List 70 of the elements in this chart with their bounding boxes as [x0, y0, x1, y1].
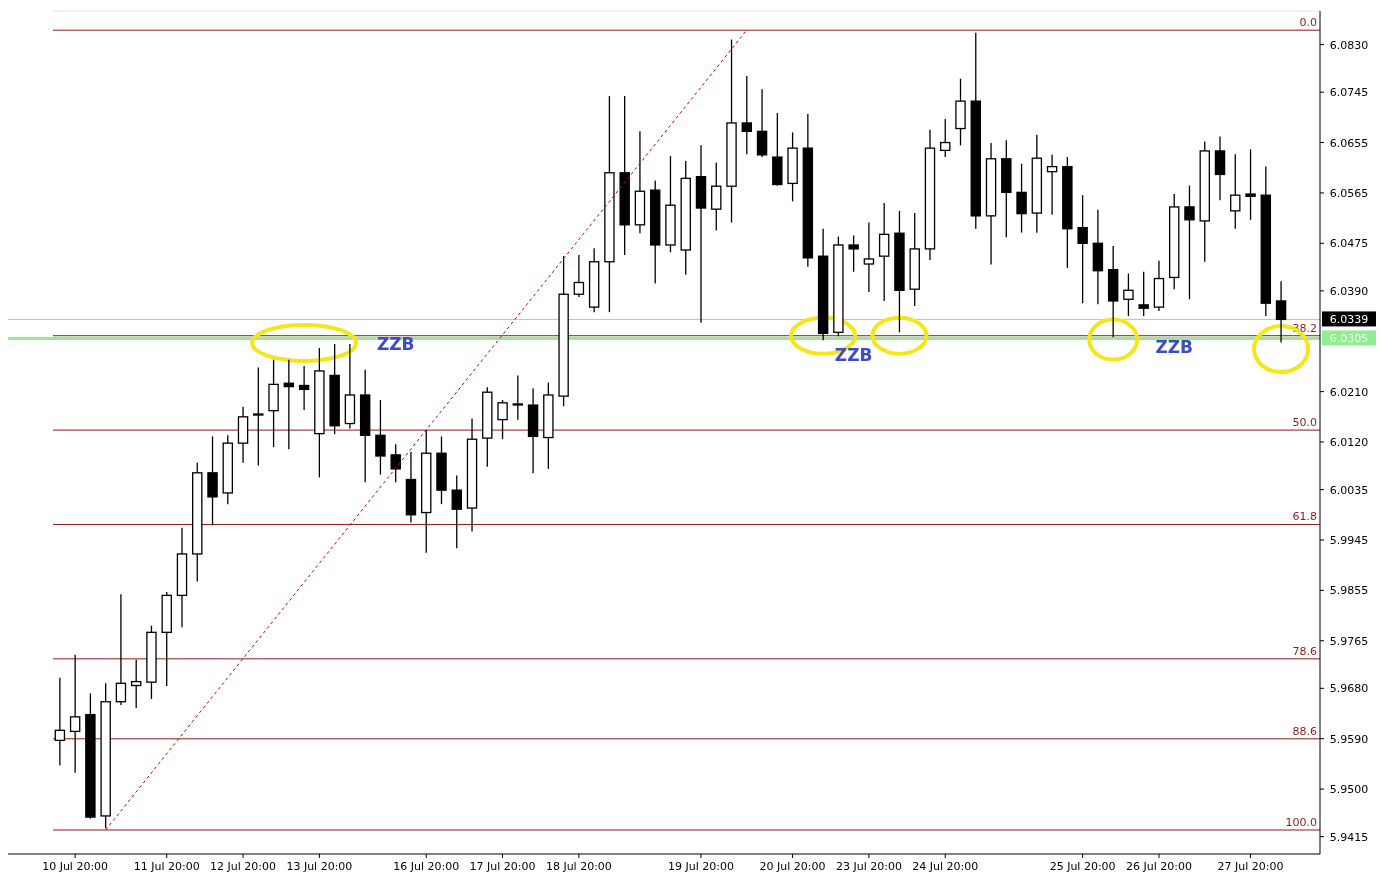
candlestick [54, 677, 66, 767]
candlestick [69, 654, 81, 774]
y-tick-label: 6.0475 [1329, 237, 1369, 251]
y-tick-label: 6.0035 [1329, 483, 1369, 497]
y-tick-label: 6.0745 [1329, 86, 1369, 100]
y-tick-label: 6.0655 [1329, 136, 1369, 150]
candlestick [863, 221, 875, 293]
candlestick [253, 366, 264, 467]
candlestick [711, 162, 722, 232]
y-tick-label: 6.0830 [1329, 38, 1369, 52]
candlestick [741, 75, 753, 155]
x-tick-label: 12 Jul 20:00 [210, 860, 277, 873]
x-tick-label: 19 Jul 20:00 [668, 860, 734, 873]
x-tick-label: 25 Jul 20:00 [1049, 860, 1116, 873]
candlestick [573, 254, 585, 298]
y-tick-label: 5.9415 [1329, 830, 1369, 844]
candlestick [375, 399, 386, 476]
candlestick [1214, 135, 1226, 201]
candlestick [1230, 153, 1241, 230]
candlestick [130, 659, 142, 709]
candlestick [1123, 272, 1134, 317]
x-tick-label: 18 Jul 20:00 [545, 860, 612, 873]
annotation: ZZB [834, 344, 873, 365]
y-tick-label: 5.9590 [1329, 732, 1369, 746]
x-tick-label: 20 Jul 20:00 [759, 860, 826, 873]
x-tick-label: 23 Jul 20:00 [835, 860, 902, 873]
candlestick [1138, 271, 1149, 317]
x-tick-label: 17 Jul 20:00 [469, 860, 536, 873]
candlestick [940, 118, 951, 158]
annotation: ZZB [376, 334, 415, 355]
candlestick [1077, 194, 1088, 304]
candlestick [451, 474, 462, 550]
candlestick [1046, 154, 1058, 216]
candlestick [878, 202, 890, 302]
x-tick-label: 11 Jul 20:00 [133, 860, 200, 873]
candlestick [497, 399, 508, 440]
annotation: ZZB [1155, 337, 1194, 358]
y-tick-label: 5.9680 [1329, 682, 1369, 696]
ref-line-label: 100.0 [1285, 816, 1317, 830]
y-tick-label: 5.9855 [1329, 584, 1369, 598]
x-tick-label: 16 Jul 20:00 [393, 860, 460, 873]
y-tick-label: 5.9500 [1329, 783, 1369, 797]
candlestick [115, 593, 127, 706]
candlestick [1275, 280, 1287, 344]
y-tick-label: 5.9765 [1329, 634, 1369, 648]
ref-line-label: 78.6 [1292, 644, 1317, 658]
candlestick [298, 365, 310, 411]
y-tick-label: 6.0390 [1329, 284, 1369, 298]
x-tick-label: 10 Jul 20:00 [42, 860, 109, 873]
candlestick [390, 443, 401, 483]
x-tick-label: 13 Jul 20:00 [286, 860, 353, 873]
ref-line-label: 6.0305 [1329, 332, 1369, 346]
y-tick-label: 6.0120 [1329, 436, 1369, 450]
candlestick [848, 234, 859, 273]
candlestick [756, 88, 768, 158]
y-tick-label: 6.0210 [1329, 385, 1369, 399]
candlestick [512, 374, 524, 421]
x-tick-label: 26 Jul 20:00 [1125, 860, 1192, 873]
ref-line-label: 61.8 [1292, 510, 1317, 524]
ref-line-label: 6.0339 [1329, 313, 1369, 327]
candlestick [1184, 185, 1195, 300]
ref-line-label: 50.0 [1292, 416, 1317, 430]
y-tick-label: 5.9945 [1329, 533, 1369, 547]
x-tick-label: 27 Jul 20:00 [1217, 860, 1284, 873]
y-tick-label: 6.0565 [1329, 186, 1369, 200]
ref-line-label: 0.0 [1299, 16, 1317, 30]
x-tick-label: 24 Jul 20:00 [912, 860, 979, 873]
ref-line-label: 88.6 [1292, 724, 1317, 738]
candlestick [1016, 163, 1027, 234]
candlestick [1245, 148, 1256, 221]
